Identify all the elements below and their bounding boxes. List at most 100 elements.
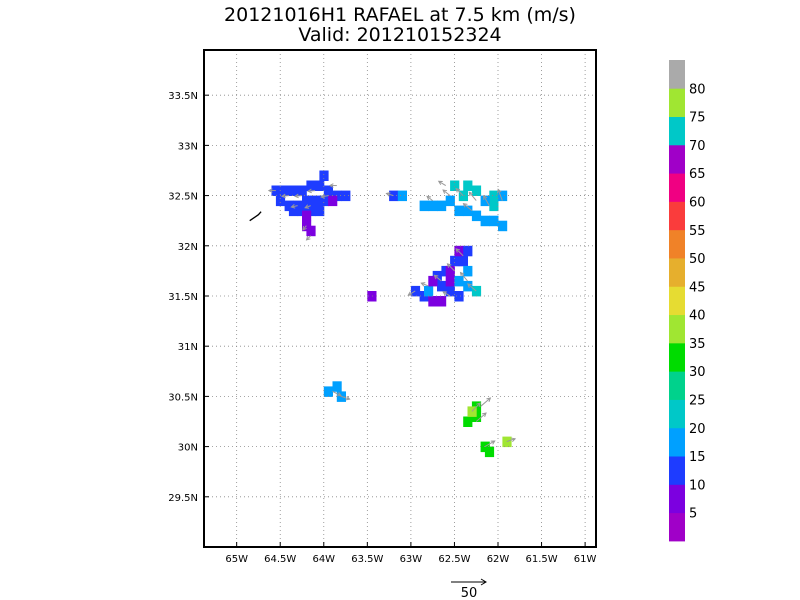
- data-cell: [341, 190, 351, 202]
- data-cell: [315, 180, 325, 191]
- colorbar-label: 55: [689, 224, 706, 239]
- data-cell: [445, 195, 455, 207]
- data-cell: [480, 215, 490, 227]
- x-tick-label: 62W: [487, 554, 510, 565]
- wind-vector: [332, 390, 342, 397]
- colorbar-swatch: [669, 173, 685, 202]
- wind-vector: [293, 193, 303, 199]
- data-cell: [328, 195, 338, 207]
- colorbar-swatch: [669, 342, 685, 372]
- colorbar-label: 35: [689, 337, 706, 352]
- x-tick-label: 61.5W: [525, 554, 557, 565]
- colorbar-label: 60: [689, 196, 706, 211]
- wind-vector: [407, 290, 416, 296]
- colorbar-swatch: [669, 456, 685, 485]
- data-cell: [489, 200, 499, 212]
- data-cell: [463, 205, 473, 217]
- data-cell: [315, 205, 325, 217]
- y-tick-label: 30.5N: [168, 392, 198, 403]
- wind-vector: [484, 440, 496, 448]
- data-cell: [445, 275, 455, 287]
- wind-vector: [328, 183, 337, 188]
- data-cell: [458, 255, 468, 267]
- wind-vector: [426, 195, 433, 202]
- chart-title: 20121016H1 RAFAEL at 7.5 km (m/s): [224, 4, 576, 26]
- data-cell: [463, 245, 473, 257]
- data-cell: [454, 205, 464, 217]
- data-cell: [498, 220, 508, 232]
- data-cell: [275, 195, 286, 207]
- colorbar-swatch: [669, 314, 685, 344]
- y-axis-ticks: 29.5N 30N 30.5N 31N 31.5N 32N 32.5N 33N 33.5N: [168, 91, 209, 504]
- wind-vector: [455, 187, 464, 196]
- wind-vector: [442, 291, 451, 297]
- wind-vector: [302, 225, 307, 231]
- wind-vector: [483, 194, 490, 206]
- data-cell: [471, 185, 482, 196]
- data-cell: [302, 210, 312, 222]
- chart-subtitle: Valid: 201210152324: [298, 24, 502, 46]
- x-tick-label: 61W: [574, 554, 597, 565]
- y-tick-label: 32N: [178, 242, 198, 253]
- data-cell: [489, 190, 499, 202]
- colorbar-label: 70: [689, 139, 706, 154]
- colorbar-swatch: [669, 144, 685, 174]
- wind-vector: [475, 412, 487, 422]
- data-cell: [437, 280, 447, 292]
- data-cell: [389, 190, 399, 202]
- data-cell: [428, 200, 438, 212]
- wind-vector: [437, 180, 446, 186]
- wind-vector: [467, 283, 477, 292]
- data-cell: [319, 170, 329, 181]
- plot-frame: [203, 49, 597, 548]
- reference-arrow-head: [480, 578, 487, 586]
- y-tick-label: 30N: [178, 443, 198, 454]
- wind-vector: [290, 204, 298, 209]
- data-cell: [319, 195, 329, 207]
- reference-vector: 50: [451, 578, 487, 600]
- wind-vector: [341, 395, 351, 401]
- coastline-segment: [249, 211, 262, 222]
- colorbar-label: 80: [689, 82, 706, 97]
- data-cell: [310, 195, 320, 207]
- data-cell: [288, 205, 299, 217]
- colorbar-swatch: [669, 116, 685, 146]
- colorbar-label: 45: [689, 280, 706, 295]
- data-cell: [454, 291, 464, 302]
- x-tick-label: 64.5W: [264, 554, 296, 565]
- wind-vector: [305, 235, 312, 241]
- colorbar-swatch: [669, 512, 685, 542]
- data-cell: [450, 180, 460, 191]
- data-cell: [419, 200, 429, 212]
- wind-vector: [267, 188, 276, 193]
- data-cell: [471, 210, 482, 222]
- data-cell: [302, 195, 312, 207]
- data-cell: [428, 296, 438, 307]
- reference-vector-label: 50: [461, 586, 478, 600]
- y-tick-label: 29.5N: [168, 493, 198, 504]
- data-cell: [323, 386, 333, 397]
- data-cell: [428, 275, 438, 287]
- colorbar-swatch: [669, 371, 685, 400]
- y-tick-label: 33N: [178, 141, 198, 152]
- data-cell: [458, 190, 468, 202]
- colorbar-label: 20: [689, 422, 706, 437]
- data-cell: [498, 190, 508, 202]
- wind-vector: [320, 194, 329, 199]
- colorbar-label: 40: [689, 309, 706, 324]
- wind-vector: [446, 263, 455, 272]
- colorbar-label: 50: [689, 252, 706, 267]
- colorbar-label: 15: [689, 450, 706, 465]
- x-tick-label: 63.5W: [351, 554, 383, 565]
- wind-vector: [420, 282, 429, 287]
- data-cell: [280, 185, 290, 196]
- colorbar-swatch: [669, 60, 685, 89]
- wind-vector: [442, 189, 451, 196]
- coastline: [249, 211, 262, 222]
- data-cell: [445, 285, 455, 297]
- y-tick-label: 31N: [178, 342, 198, 353]
- wind-vector: [304, 204, 311, 209]
- data-cell: [437, 200, 447, 212]
- colorbar-swatch: [669, 286, 685, 316]
